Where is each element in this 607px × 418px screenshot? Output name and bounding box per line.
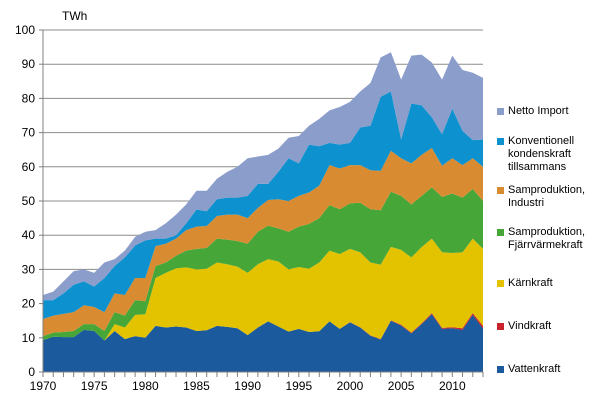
legend-swatch xyxy=(497,279,504,287)
x-tick-label: 1975 xyxy=(81,379,108,393)
y-tick-label: 0 xyxy=(28,365,35,379)
y-tick-label: 50 xyxy=(22,194,36,208)
x-tick-label: 1985 xyxy=(183,379,210,393)
area-samproduktion-industri xyxy=(43,147,483,337)
legend-swatch xyxy=(497,322,504,330)
legend-swatch xyxy=(497,107,504,115)
legend-item: Samproduktion, Fjärrvärmekraft xyxy=(497,226,605,252)
y-tick-label: 10 xyxy=(22,331,36,345)
y-tick-label: 100 xyxy=(15,23,35,37)
area-kärnkraft xyxy=(43,238,483,341)
legend-item: Samproduktion, Industri xyxy=(497,184,605,210)
legend-item: Konventionell kondenskraft tillsammans xyxy=(497,135,605,174)
y-tick-label: 90 xyxy=(22,57,36,71)
legend-swatch xyxy=(497,229,504,236)
legend-item: Netto Import xyxy=(497,105,569,118)
area-netto-import xyxy=(43,52,483,301)
legend-label: Samproduktion, Industri xyxy=(508,184,586,209)
y-tick-label: 30 xyxy=(22,262,36,276)
y-tick-label: 40 xyxy=(22,228,36,242)
legend-label: Samproduktion, Fjärrvärmekraft xyxy=(508,226,586,251)
legend-label: Konventionell kondenskraft tillsammans xyxy=(508,134,575,173)
y-tick-label: 80 xyxy=(22,91,36,105)
legend-swatch xyxy=(497,187,504,194)
area-samproduktion-fjärrvärmekraft xyxy=(43,187,483,341)
y-tick-label: 20 xyxy=(22,297,36,311)
x-tick-label: 2005 xyxy=(388,379,415,393)
legend-item: Kärnkraft xyxy=(497,277,553,290)
legend-label: Netto Import xyxy=(508,104,569,117)
legend-swatch xyxy=(497,365,504,373)
legend-item: Vindkraft xyxy=(497,320,551,333)
y-tick-label: 70 xyxy=(22,126,36,140)
x-tick-label: 1970 xyxy=(30,379,57,393)
x-tick-label: 2000 xyxy=(337,379,364,393)
x-tick-label: 1995 xyxy=(285,379,312,393)
legend-label: Vindkraft xyxy=(508,319,552,332)
x-tick-label: 1980 xyxy=(132,379,159,393)
legend-label: Kärnkraft xyxy=(508,276,553,289)
y-axis-label: TWh xyxy=(62,9,87,23)
legend-swatch xyxy=(497,137,504,145)
area-konventionell-kondenskraft-tillsammans xyxy=(43,91,483,319)
x-tick-label: 1990 xyxy=(234,379,261,393)
area-vattenkraft xyxy=(43,314,483,372)
legend-item: Vattenkraft xyxy=(497,363,560,376)
y-tick-label: 60 xyxy=(22,160,36,174)
legend-label: Vattenkraft xyxy=(508,362,561,375)
x-tick-label: 2010 xyxy=(439,379,466,393)
